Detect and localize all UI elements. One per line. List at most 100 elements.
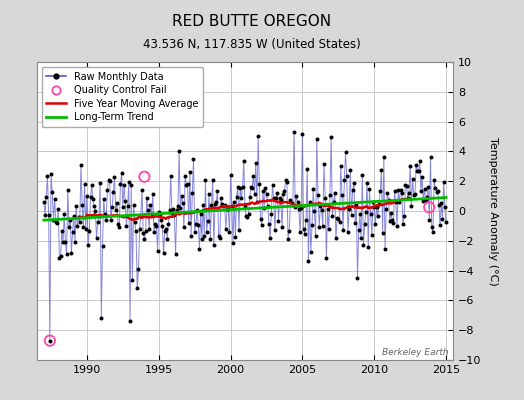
Point [405,190,413,196]
Point [401,182,410,188]
Point [164,221,172,227]
Point [195,246,204,252]
Point [387,210,395,216]
Point [134,266,143,272]
Point [54,206,62,212]
Point [61,239,70,245]
Point [48,189,57,196]
Point [114,221,122,228]
Point [423,194,431,200]
Point [388,217,396,223]
Point [250,191,259,198]
Point [194,222,202,228]
Point [361,221,369,227]
Point [346,167,355,173]
Point [293,198,302,205]
Point [185,169,194,176]
Point [138,186,146,193]
Point [196,210,205,217]
Point [107,217,115,223]
Point [311,232,320,239]
Point [70,212,78,219]
Point [163,236,171,242]
Point [162,226,170,232]
Point [323,206,332,212]
Point [202,228,211,235]
Point [390,188,399,194]
Point [260,204,268,211]
Point [394,186,402,193]
Point [110,174,118,180]
Point [183,181,192,187]
Point [428,224,436,230]
Point [386,218,394,224]
Point [241,203,249,210]
Point [167,173,175,179]
Point [168,210,176,216]
Point [145,226,154,232]
Point [41,212,49,218]
Point [413,168,421,174]
Point [385,197,393,204]
Point [75,219,84,225]
Point [328,213,336,220]
Point [174,203,182,209]
Point [189,156,198,162]
Point [187,233,195,240]
Point [280,187,289,194]
Point [46,338,54,344]
Point [242,213,250,219]
Point [402,183,411,190]
Point [244,211,253,218]
Point [253,199,261,205]
Point [391,199,400,205]
Point [435,202,443,209]
Point [345,206,353,212]
Point [46,338,54,344]
Point [246,194,254,200]
Point [310,208,319,214]
Point [366,211,375,217]
Point [176,205,184,212]
Point [344,229,352,236]
Point [104,177,113,183]
Point [403,195,412,202]
Point [199,202,208,208]
Point [336,163,345,169]
Point [316,202,324,209]
Point [265,220,273,227]
Point [432,188,441,195]
Point [192,220,200,227]
Point [284,235,292,242]
Point [103,187,112,194]
Point [324,226,333,232]
Point [398,190,406,196]
Point [139,230,147,236]
Point [233,194,241,200]
Point [340,177,348,184]
Point [73,223,82,229]
Point [219,203,227,209]
Point [420,185,429,192]
Point [155,209,163,215]
Point [373,204,381,210]
Point [140,174,149,180]
Point [191,228,199,235]
Point [252,160,260,166]
Point [417,188,425,194]
Point [221,202,229,208]
Point [72,203,80,209]
Point [159,250,168,256]
Point [128,277,137,284]
Point [368,232,376,239]
Point [414,168,423,175]
Point [188,190,196,196]
Point [412,161,420,168]
Point [263,190,271,197]
Point [77,162,85,168]
Point [67,250,75,256]
Point [59,239,67,246]
Point [424,184,432,190]
Point [429,229,437,235]
Point [227,203,236,210]
